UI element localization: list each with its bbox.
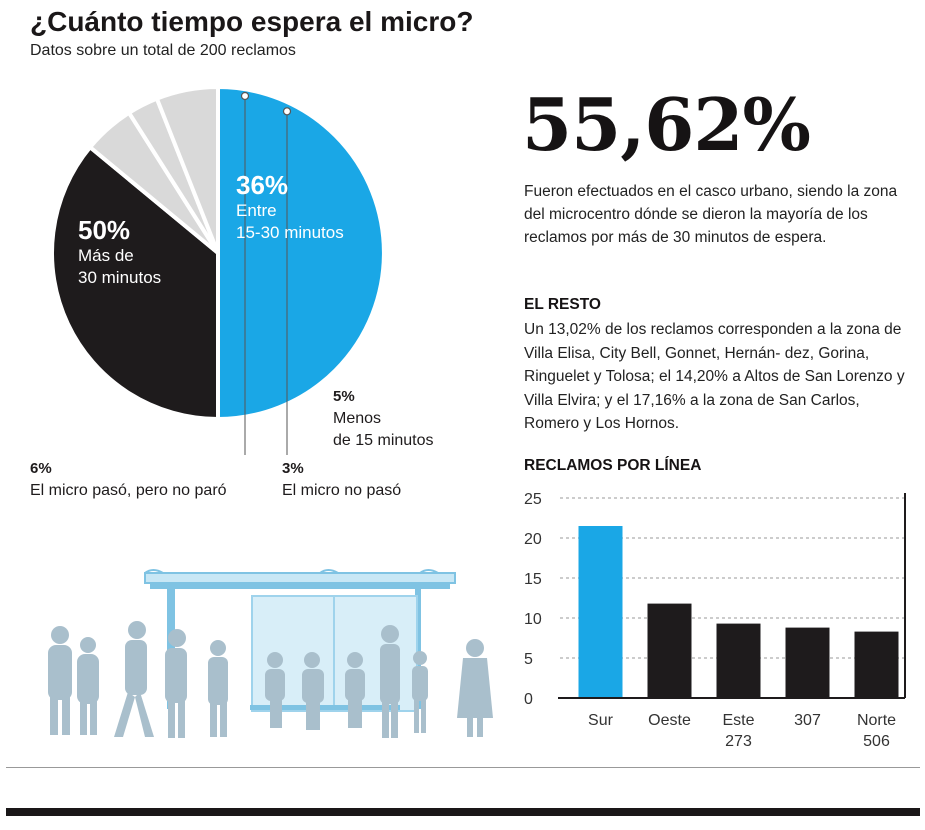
slice-pct-more-30: 50% xyxy=(78,215,131,245)
rest-heading: EL RESTO xyxy=(524,296,601,313)
bar-chart: 0 5 10 15 20 25 Sur Oeste Este 273 307 Norte 506 xyxy=(524,491,906,750)
y-tick-label: 25 xyxy=(524,491,542,508)
x-tick-label: 506 xyxy=(863,733,890,750)
x-tick-label: Este xyxy=(722,712,754,729)
slice-label-more-30: 50% Más de 30 minutos xyxy=(78,215,161,289)
y-tick-label: 5 xyxy=(524,651,533,668)
bar-0 xyxy=(578,526,623,698)
slice-label-15-30: 36% Entre 15-30 minutos xyxy=(236,170,344,244)
y-tick-label: 0 xyxy=(524,691,533,708)
slice-text-15-30-1: Entre xyxy=(236,201,277,220)
bar-4 xyxy=(854,631,899,698)
slice-text-less-15-2: de 15 minutos xyxy=(333,432,434,449)
slice-text-no-pass: El micro no pasó xyxy=(282,482,402,499)
bar-2 xyxy=(716,623,761,698)
leader-line-no-pass xyxy=(282,107,292,455)
slice-text-more-30-1: Más de xyxy=(78,246,134,265)
slice-pct-no-stop: 6% xyxy=(30,460,52,477)
y-tick-label: 20 xyxy=(524,531,542,548)
pie-slice-no-stop xyxy=(154,84,220,254)
y-tick-label: 10 xyxy=(524,611,542,628)
slice-text-no-stop: El micro pasó, pero no paró xyxy=(30,482,227,499)
slice-text-more-30-2: 30 minutos xyxy=(78,268,162,287)
rest-text: Un 13,02% de los reclamos corresponden a… xyxy=(524,321,905,432)
slice-pct-no-pass: 3% xyxy=(282,460,304,477)
pie-chart xyxy=(50,84,386,455)
slice-text-less-15-1: Menos xyxy=(333,410,382,427)
slice-label-no-stop: 6% El micro pasó, pero no paró xyxy=(30,458,227,502)
slice-label-no-pass: 3% El micro no pasó xyxy=(282,458,401,502)
pie-slice-more-30 xyxy=(216,84,386,422)
bar-1 xyxy=(647,603,692,698)
x-tick-label: 307 xyxy=(794,712,821,729)
slice-pct-15-30: 36% xyxy=(236,170,289,200)
x-tick-label: 273 xyxy=(725,733,752,750)
footer-divider xyxy=(6,767,920,768)
leader-line-no-stop xyxy=(240,91,250,455)
highlight-percentage: 55,62% xyxy=(522,82,811,167)
page-subtitle: Datos sobre un total de 200 reclamos xyxy=(30,42,296,59)
shelter-icon xyxy=(144,569,456,712)
footer-bar xyxy=(6,808,920,816)
x-tick-label: Sur xyxy=(588,712,614,729)
bar-3 xyxy=(785,627,830,698)
x-tick-label: Norte xyxy=(857,712,896,729)
page-title: ¿Cuánto tiempo espera el micro? xyxy=(30,6,474,37)
slice-pct-less-15: 5% xyxy=(333,388,355,405)
bus-stop-illustration xyxy=(48,569,493,738)
people-silhouettes-icon xyxy=(48,621,493,738)
bar-chart-title: RECLAMOS POR LÍNEA xyxy=(524,457,702,474)
slice-text-15-30-2: 15-30 minutos xyxy=(236,223,344,242)
pie-slice-15-30 xyxy=(50,144,220,422)
y-tick-label: 15 xyxy=(524,571,542,588)
slice-label-less-15: 5% Menos de 15 minutos xyxy=(333,386,434,452)
highlight-description: Fueron efectuados en el casco urbano, si… xyxy=(524,183,898,246)
x-tick-label: Oeste xyxy=(648,712,691,729)
